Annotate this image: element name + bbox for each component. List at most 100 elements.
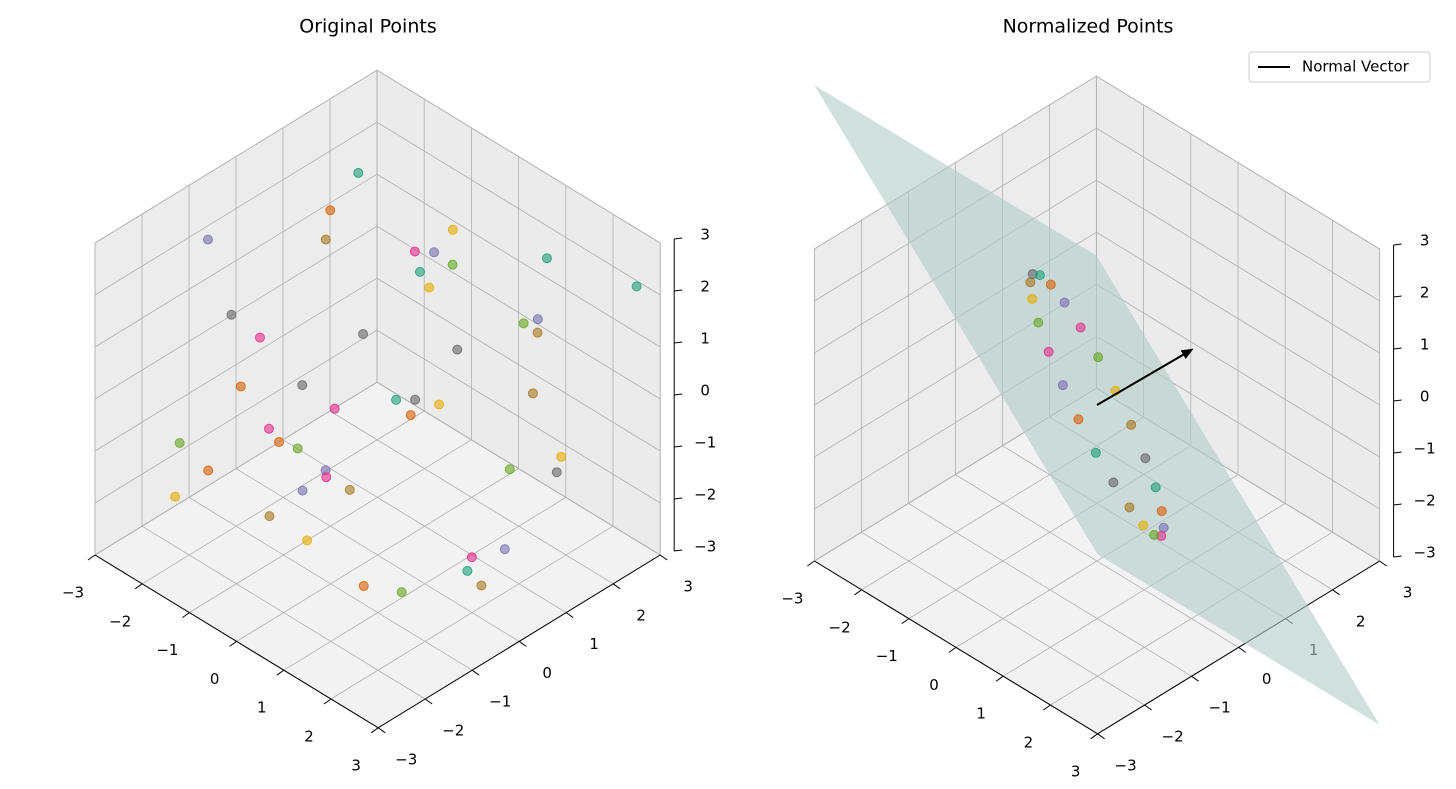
y-tick-label: −1: [1209, 699, 1231, 717]
x-tick-label: 1: [257, 699, 267, 717]
y-tick: [1191, 675, 1199, 682]
y-tick-label: 0: [1262, 670, 1272, 688]
y-tick: [1332, 589, 1340, 596]
point: [202, 234, 213, 245]
point: [1156, 506, 1167, 517]
grid-line: [376, 277, 661, 452]
z-tick-label: −3: [694, 538, 716, 556]
grid-line: [955, 474, 1239, 648]
point: [556, 451, 567, 462]
point: [344, 484, 355, 495]
y-tick: [612, 583, 621, 590]
point: [415, 266, 425, 277]
grid-line: [94, 277, 378, 452]
z-tick-label: −2: [694, 486, 716, 504]
point: [396, 587, 407, 598]
z-tick-label: 3: [700, 226, 710, 244]
grid-line: [814, 75, 1097, 250]
grid-line: [94, 381, 378, 556]
point: [1093, 352, 1104, 363]
point: [358, 329, 369, 340]
grid-line: [329, 410, 614, 585]
point: [476, 580, 487, 591]
point: [504, 464, 515, 475]
point: [429, 247, 440, 258]
z-tick: [674, 393, 683, 396]
point: [1138, 520, 1149, 531]
y-tick-label: −2: [442, 722, 464, 740]
point: [447, 224, 458, 235]
z-tick-label: 2: [700, 278, 710, 296]
x-tick: [87, 554, 96, 561]
x-tick: [1043, 704, 1051, 711]
grid-line: [94, 121, 378, 296]
point: [1025, 277, 1036, 288]
y-tick-label: 2: [1356, 612, 1366, 630]
y-tick: [565, 612, 574, 619]
point: [170, 491, 181, 502]
y-tick: [471, 669, 480, 676]
point: [532, 314, 543, 325]
z-tick: [674, 289, 683, 292]
y-tick-label: 1: [589, 635, 599, 653]
z-tick: [1393, 243, 1402, 246]
z-tick: [1393, 295, 1402, 298]
point: [254, 332, 265, 343]
z-tick: [674, 549, 683, 552]
point: [405, 410, 416, 421]
point: [264, 511, 275, 522]
z-tick-label: −3: [1414, 544, 1436, 562]
grid-line: [376, 381, 661, 556]
point: [263, 423, 274, 434]
y-tick-label: 2: [636, 606, 646, 624]
z-tick: [1393, 555, 1402, 558]
plot-area: [814, 85, 1380, 725]
grid-line: [376, 173, 661, 348]
y-tick: [377, 727, 386, 734]
z-tick: [674, 497, 683, 500]
point: [434, 399, 445, 410]
x-tick-label: −2: [829, 618, 851, 636]
z-tick: [674, 341, 683, 344]
y-tick: [1379, 560, 1387, 567]
chart-title: Normalized Points: [1003, 16, 1174, 38]
y-tick-label: 0: [542, 664, 552, 682]
point: [1034, 270, 1045, 281]
grid-line: [141, 525, 426, 700]
y-tick: [518, 640, 527, 647]
grid-line: [861, 531, 1145, 706]
point: [203, 465, 214, 476]
point: [1073, 414, 1084, 425]
x-tick-label: −2: [109, 612, 131, 630]
y-tick-label: 3: [1403, 584, 1413, 602]
x-tick: [854, 589, 862, 596]
point: [410, 394, 421, 405]
x-tick: [948, 646, 957, 653]
x-tick: [901, 618, 910, 625]
x-tick-label: −3: [781, 590, 803, 608]
x-tick: [370, 727, 379, 734]
z-tick-label: 1: [1420, 336, 1430, 354]
point: [462, 565, 473, 576]
x-tick: [807, 560, 815, 567]
x-tick-label: 3: [351, 756, 361, 774]
y-tick: [1238, 646, 1246, 653]
point: [1059, 297, 1070, 308]
x-tick-label: 2: [1024, 734, 1034, 752]
grid-line: [94, 173, 378, 348]
x-tick-label: 1: [976, 705, 986, 723]
z-tick-label: −1: [694, 434, 716, 452]
point: [1027, 293, 1038, 304]
chart-title: Original Points: [299, 16, 436, 38]
point: [1126, 419, 1137, 430]
point: [499, 544, 510, 555]
point: [409, 246, 420, 257]
y-tick-label: −3: [395, 750, 417, 768]
point: [466, 552, 477, 563]
grid-line: [1096, 127, 1380, 302]
z-tick: [1393, 503, 1402, 506]
point: [1090, 447, 1101, 458]
z-tick-label: 1: [700, 330, 710, 348]
x-tick-label: −1: [156, 641, 178, 659]
